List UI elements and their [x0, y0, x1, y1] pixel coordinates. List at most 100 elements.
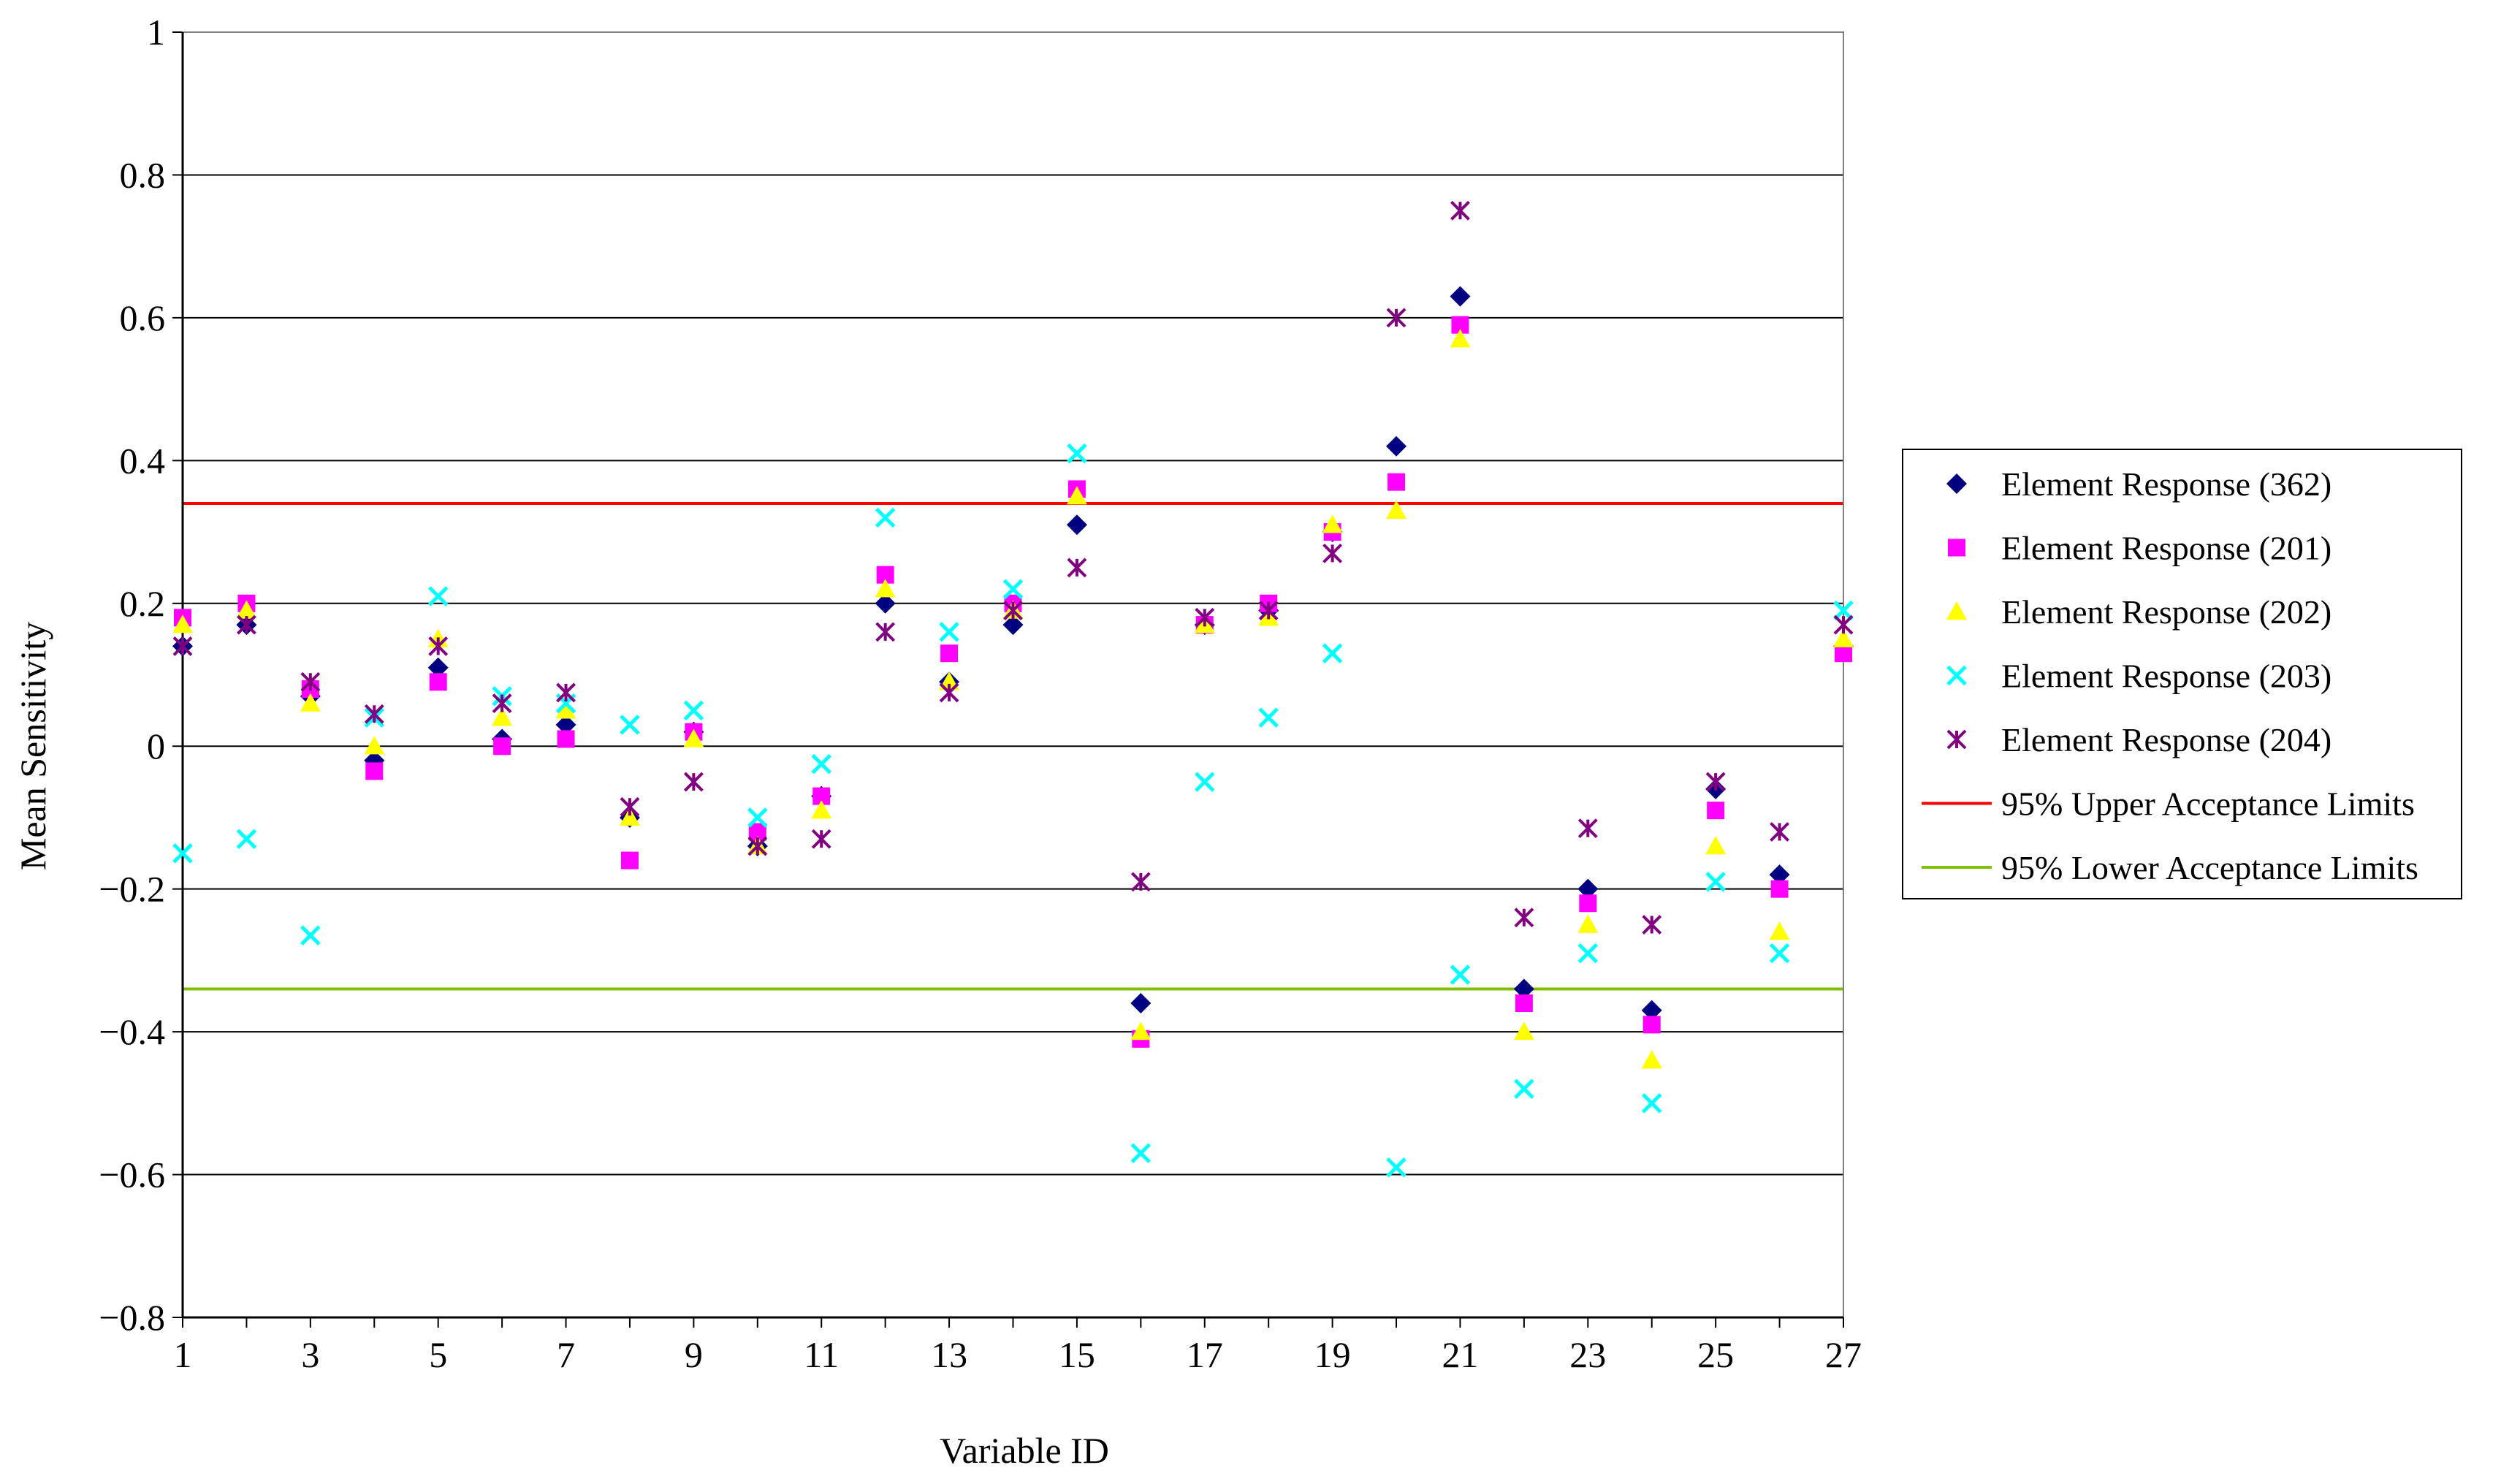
data-point	[1066, 486, 1087, 505]
data-point	[1769, 921, 1790, 940]
data-point	[557, 730, 575, 748]
data-point	[620, 715, 640, 735]
data-point	[1386, 435, 1407, 457]
data-point	[1258, 707, 1279, 728]
y-tick-label: −0.6	[99, 1154, 165, 1195]
data-point	[1833, 600, 1854, 621]
data-point	[493, 737, 511, 756]
data-point	[1577, 943, 1599, 964]
data-point	[300, 925, 321, 945]
data-point	[1514, 1078, 1534, 1100]
data-point	[939, 622, 959, 642]
data-point	[1067, 443, 1087, 464]
data-point	[1130, 993, 1151, 1014]
data-point	[1130, 872, 1151, 892]
data-point	[1130, 1021, 1151, 1040]
data-point	[875, 622, 896, 642]
data-point	[811, 753, 831, 775]
y-tick-label: 0.8	[120, 154, 166, 195]
data-point	[747, 836, 768, 856]
x-tick-label: 19	[1314, 1334, 1351, 1375]
x-tick-label: 11	[804, 1334, 839, 1375]
data-point	[1450, 329, 1471, 348]
data-point	[1833, 614, 1854, 635]
data-point	[1707, 802, 1725, 820]
y-tick-label: 0.4	[120, 440, 166, 481]
data-point	[172, 843, 193, 864]
data-point	[555, 700, 576, 719]
y-tick-label: 0.2	[120, 583, 166, 624]
data-point	[1450, 200, 1470, 221]
x-tick-label: 13	[931, 1334, 967, 1375]
legend-marker	[1946, 665, 1967, 686]
y-tick-label: −0.4	[99, 1011, 165, 1052]
data-point	[811, 829, 831, 849]
data-point	[940, 644, 959, 663]
data-point	[1642, 1016, 1661, 1034]
data-point	[172, 636, 193, 656]
data-point	[492, 693, 512, 714]
data-point	[1322, 643, 1343, 663]
data-point	[1577, 914, 1599, 933]
x-axis-title: Variable ID	[940, 1430, 1109, 1471]
y-tick-label: −0.8	[99, 1297, 165, 1338]
legend-marker	[1946, 601, 1967, 620]
y-tick-labels: −0.8 −0.6 −0.4 −0.2 0 0.2 0.4 0.6 0.8 1	[99, 12, 165, 1338]
data-point	[300, 693, 321, 712]
legend: Element Response (362) Element Response (…	[1902, 449, 2462, 899]
data-point	[1577, 818, 1598, 839]
data-point	[1769, 943, 1790, 964]
y-tick-label: 0	[147, 726, 165, 766]
data-point	[620, 796, 640, 817]
legend-label: 95% Lower Acceptance Limits	[2001, 849, 2418, 886]
data-point	[1513, 978, 1534, 1000]
data-point	[619, 807, 640, 826]
data-point	[1769, 864, 1790, 886]
data-point	[1641, 1000, 1662, 1021]
x-tick-label: 27	[1825, 1334, 1862, 1375]
legend-box	[1902, 449, 2462, 899]
data-point	[1195, 607, 1215, 628]
legend-label: Element Response (204)	[2001, 721, 2331, 758]
x-tick-label: 9	[685, 1334, 703, 1375]
acceptance-limit-lines	[183, 501, 1843, 991]
data-point	[1705, 872, 1726, 892]
x-tick-label: 25	[1697, 1334, 1734, 1375]
data-point	[1130, 1143, 1151, 1164]
legend-label: Element Response (201)	[2001, 530, 2331, 567]
data-point	[1514, 907, 1534, 928]
data-point	[683, 772, 704, 792]
data-point	[556, 682, 576, 703]
data-point	[811, 800, 832, 819]
legend-label: Element Response (202)	[2001, 593, 2331, 631]
data-point	[875, 507, 896, 528]
data-point	[1770, 822, 1789, 842]
data-point	[1705, 836, 1727, 855]
data-point	[428, 636, 449, 656]
axes	[172, 31, 1844, 1328]
x-tick-label: 5	[429, 1334, 447, 1375]
legend-label: 95% Upper Acceptance Limits	[2001, 785, 2415, 823]
data-point	[1450, 286, 1471, 307]
data-point	[1770, 880, 1789, 898]
data-point	[1002, 614, 1024, 636]
data-point	[939, 682, 959, 703]
data-point	[1386, 500, 1407, 519]
data-point	[1387, 473, 1406, 491]
data-point	[236, 829, 257, 850]
data-point	[1322, 514, 1343, 533]
data-point	[364, 704, 384, 724]
data-point	[1579, 894, 1597, 913]
data-point	[300, 671, 321, 692]
data-point	[1642, 915, 1662, 935]
data-point	[365, 762, 384, 780]
data-point	[1003, 601, 1023, 620]
data-point	[427, 657, 449, 678]
x-tick-label: 1	[174, 1334, 192, 1375]
data-point	[1450, 964, 1471, 985]
data-points	[172, 200, 1854, 1178]
data-point	[1515, 994, 1533, 1013]
series-5-points	[172, 200, 1854, 935]
